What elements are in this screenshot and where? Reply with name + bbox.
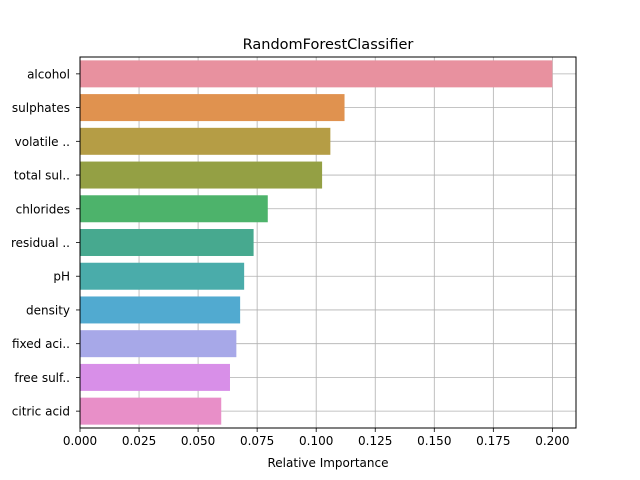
bar-residual (80, 229, 254, 256)
bar-sulphates (80, 94, 345, 122)
bar-density (80, 296, 241, 324)
x-tick-label: 0.175 (476, 434, 510, 448)
y-tick-label: free sulf.. (14, 371, 70, 385)
y-tick-label: residual .. (11, 236, 70, 250)
y-tick-label: total sul.. (14, 169, 70, 183)
x-tick-label: 0.000 (63, 434, 97, 448)
x-tick-label: 0.050 (181, 434, 215, 448)
y-tick-label: volatile .. (15, 135, 70, 149)
y-tick-label: pH (53, 270, 70, 284)
bar-alcohol (80, 60, 553, 88)
y-tick-label: citric acid (12, 405, 70, 419)
y-tick-label: chlorides (16, 202, 70, 216)
bar-volatile (80, 127, 331, 155)
x-tick-label: 0.150 (417, 434, 451, 448)
x-axis-ticks: 0.000 0.025 0.050 0.075 0.100 0.125 0.150 0.175… (63, 428, 570, 448)
y-tick-label: sulphates (12, 101, 70, 115)
bar-citric-acid (80, 397, 222, 425)
x-axis-label: Relative Importance (268, 456, 389, 470)
y-tick-label: density (26, 303, 70, 317)
y-tick-label: fixed aci.. (12, 337, 70, 351)
y-axis-ticks: alcohol sulphates volatile .. total sul.. ch… (11, 67, 80, 419)
x-tick-label: 0.125 (358, 434, 392, 448)
bar-fixed-aci (80, 330, 237, 358)
x-tick-label: 0.075 (240, 434, 274, 448)
bar-total-sul (80, 161, 323, 189)
bar-ph (80, 262, 245, 290)
x-tick-label: 0.025 (122, 434, 156, 448)
y-tick-label: alcohol (27, 67, 70, 81)
bar-chlorides (80, 195, 268, 223)
x-tick-label: 0.100 (299, 434, 333, 448)
x-tick-label: 0.200 (535, 434, 569, 448)
bars (80, 60, 553, 425)
bar-free-sulf (80, 363, 230, 391)
chart-title: RandomForestClassifier (243, 37, 414, 53)
